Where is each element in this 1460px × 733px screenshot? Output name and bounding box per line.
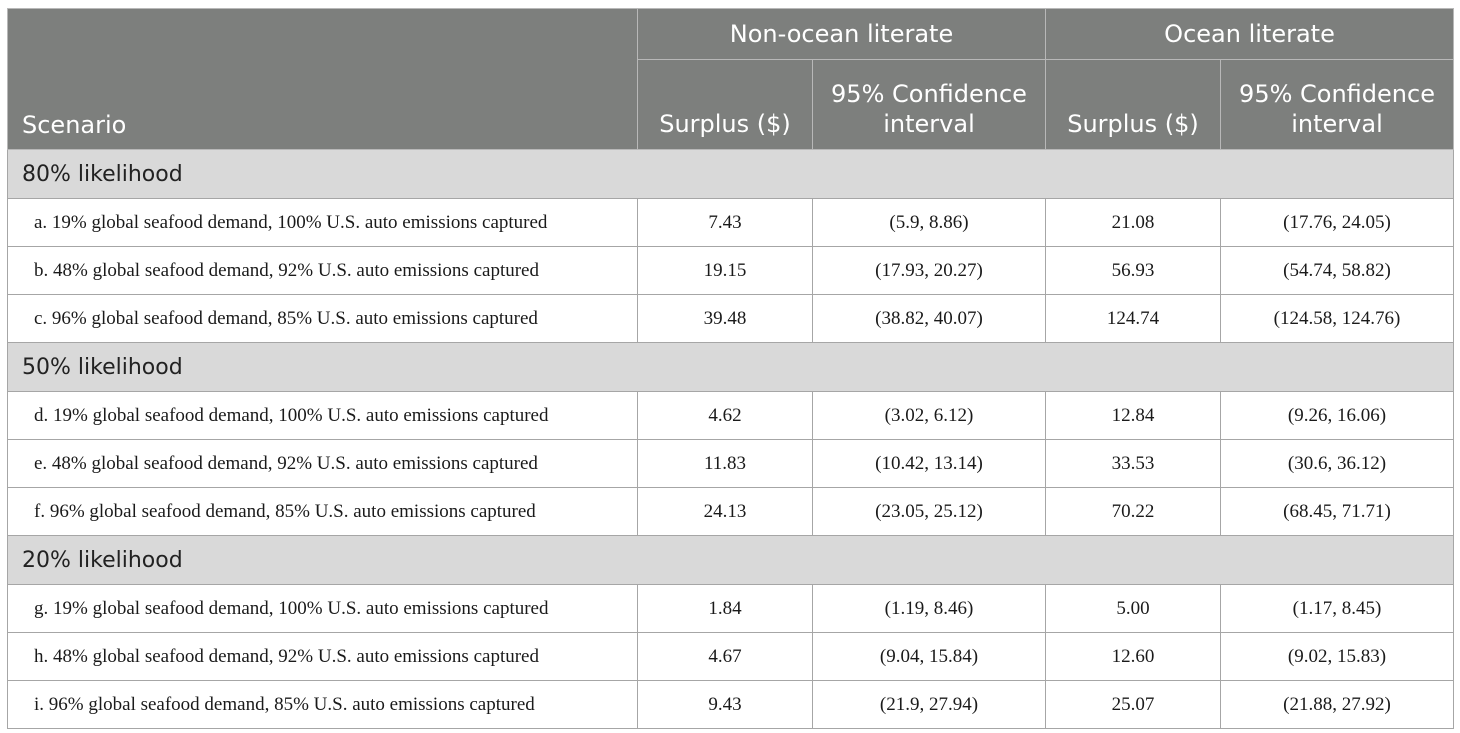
scenario-cell: a. 19% global seafood demand, 100% U.S. …: [7, 198, 638, 247]
surplus-header: Surplus ($): [1045, 59, 1221, 150]
ocean-surplus-cell: 25.07: [1045, 680, 1221, 729]
section-row: 20% likelihood: [6, 535, 1455, 585]
scenario-cell: c. 96% global seafood demand, 85% U.S. a…: [7, 294, 638, 343]
section-row: 50% likelihood: [6, 342, 1455, 392]
non-ocean-ci-cell: (17.93, 20.27): [812, 246, 1046, 295]
scenario-cell: h. 48% global seafood demand, 92% U.S. a…: [7, 632, 638, 681]
non-ocean-surplus-cell: 7.43: [637, 198, 813, 247]
ocean-ci-cell: (1.17, 8.45): [1219, 584, 1455, 633]
results-table: Scenario Non-ocean literate Ocean litera…: [6, 8, 1455, 729]
non-ocean-surplus-cell: 9.43: [637, 680, 813, 729]
scenario-header: Scenario: [7, 8, 638, 150]
ocean-ci-cell: (124.58, 124.76): [1219, 294, 1455, 343]
non-ocean-surplus-cell: 1.84: [637, 584, 813, 633]
group-header-non-ocean: Non-ocean literate: [637, 8, 1046, 60]
non-ocean-ci-cell: (5.9, 8.86): [812, 198, 1046, 247]
table-row: d. 19% global seafood demand, 100% U.S. …: [7, 391, 1455, 440]
ocean-surplus-cell: 21.08: [1045, 198, 1221, 247]
table-row: b. 48% global seafood demand, 92% U.S. a…: [7, 246, 1455, 295]
ocean-surplus-cell: 70.22: [1045, 487, 1221, 536]
non-ocean-surplus-cell: 24.13: [637, 487, 813, 536]
ocean-ci-cell: (68.45, 71.71): [1219, 487, 1455, 536]
ocean-ci-cell: (9.02, 15.83): [1219, 632, 1455, 681]
surplus-header: Surplus ($): [637, 59, 813, 150]
non-ocean-surplus-cell: 4.67: [637, 632, 813, 681]
non-ocean-ci-cell: (1.19, 8.46): [812, 584, 1046, 633]
table-row: g. 19% global seafood demand, 100% U.S. …: [7, 584, 1455, 633]
section-title: 20% likelihood: [6, 535, 1455, 585]
table-header: Scenario Non-ocean literate Ocean litera…: [7, 8, 1455, 150]
section-title: 80% likelihood: [6, 149, 1455, 199]
scenario-cell: e. 48% global seafood demand, 92% U.S. a…: [7, 439, 638, 488]
scenario-cell: d. 19% global seafood demand, 100% U.S. …: [7, 391, 638, 440]
table-row: c. 96% global seafood demand, 85% U.S. a…: [7, 294, 1455, 343]
non-ocean-surplus-cell: 4.62: [637, 391, 813, 440]
ocean-ci-cell: (54.74, 58.82): [1219, 246, 1455, 295]
table-row: f. 96% global seafood demand, 85% U.S. a…: [7, 487, 1455, 536]
non-ocean-surplus-cell: 11.83: [637, 439, 813, 488]
confidence-interval-header: 95% Confidence interval: [812, 59, 1046, 150]
ocean-surplus-cell: 124.74: [1045, 294, 1221, 343]
non-ocean-ci-cell: (23.05, 25.12): [812, 487, 1046, 536]
non-ocean-surplus-cell: 39.48: [637, 294, 813, 343]
non-ocean-surplus-cell: 19.15: [637, 246, 813, 295]
non-ocean-ci-cell: (21.9, 27.94): [812, 680, 1046, 729]
table-row: a. 19% global seafood demand, 100% U.S. …: [7, 198, 1455, 247]
ocean-ci-cell: (30.6, 36.12): [1219, 439, 1455, 488]
ocean-surplus-cell: 12.60: [1045, 632, 1221, 681]
scenario-cell: b. 48% global seafood demand, 92% U.S. a…: [7, 246, 638, 295]
table-row: h. 48% global seafood demand, 92% U.S. a…: [7, 632, 1455, 681]
non-ocean-ci-cell: (38.82, 40.07): [812, 294, 1046, 343]
non-ocean-ci-cell: (3.02, 6.12): [812, 391, 1046, 440]
ocean-ci-cell: (21.88, 27.92): [1219, 680, 1455, 729]
ocean-surplus-cell: 33.53: [1045, 439, 1221, 488]
ocean-ci-cell: (9.26, 16.06): [1219, 391, 1455, 440]
confidence-interval-header: 95% Confidence interval: [1219, 59, 1455, 150]
ocean-ci-cell: (17.76, 24.05): [1219, 198, 1455, 247]
table-row: i. 96% global seafood demand, 85% U.S. a…: [7, 680, 1455, 729]
scenario-cell: i. 96% global seafood demand, 85% U.S. a…: [7, 680, 638, 729]
scenario-cell: g. 19% global seafood demand, 100% U.S. …: [7, 584, 638, 633]
table-row: e. 48% global seafood demand, 92% U.S. a…: [7, 439, 1455, 488]
section-title: 50% likelihood: [6, 342, 1455, 392]
group-header-ocean: Ocean literate: [1044, 8, 1455, 60]
scenario-cell: f. 96% global seafood demand, 85% U.S. a…: [7, 487, 638, 536]
ocean-surplus-cell: 12.84: [1045, 391, 1221, 440]
non-ocean-ci-cell: (10.42, 13.14): [812, 439, 1046, 488]
ocean-surplus-cell: 56.93: [1045, 246, 1221, 295]
non-ocean-ci-cell: (9.04, 15.84): [812, 632, 1046, 681]
section-row: 80% likelihood: [6, 149, 1455, 199]
ocean-surplus-cell: 5.00: [1045, 584, 1221, 633]
table-body: 80% likelihood a. 19% global seafood dema…: [6, 149, 1455, 729]
